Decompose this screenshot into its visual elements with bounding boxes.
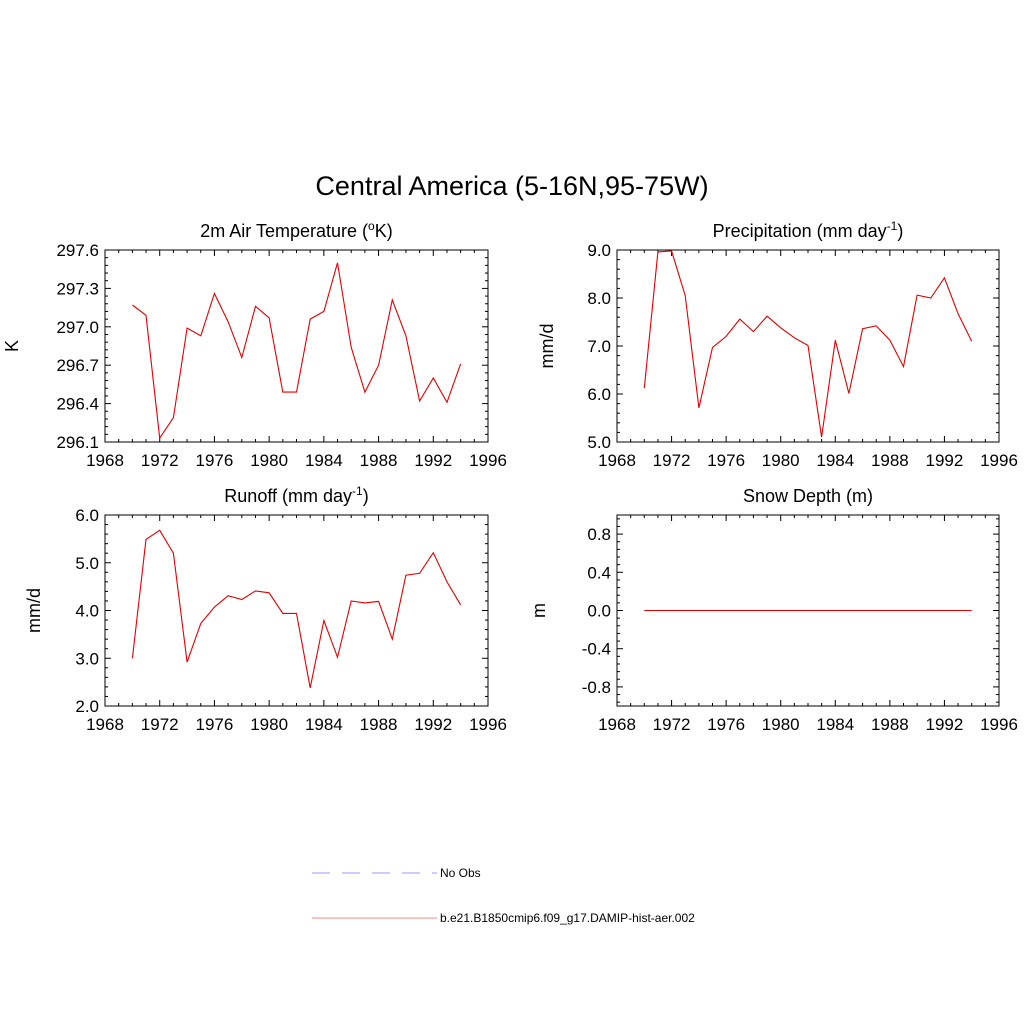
plot-frame: [104, 249, 489, 443]
y-tick-label: 0.4: [587, 563, 611, 582]
series-line: [132, 262, 462, 440]
y-tick-label: 0.8: [587, 525, 611, 544]
panel-title-main: Snow Depth (m): [743, 486, 873, 506]
panels: 2m Air Temperature (oK) K 1968 1972 1976 1980…: [2, 219, 1018, 734]
y-tick-label: -0.4: [582, 640, 611, 659]
legend-label: b.e21.B1850cmip6.f09_g17.DAMIP-hist-aer.…: [440, 911, 695, 925]
x-tick-label: 1972: [141, 715, 179, 734]
panel-title-suffix: K): [375, 221, 393, 241]
x-tick-label: 1988: [871, 715, 909, 734]
panel-title-superscript: -1: [887, 219, 898, 233]
panel-title-suffix: ): [363, 486, 369, 506]
x-tick-label: 1980: [250, 715, 288, 734]
y-tick-label: -0.8: [582, 678, 611, 697]
series-line: [643, 250, 973, 438]
x-tick-label: 1996: [469, 715, 507, 734]
x-tick-label: 1968: [598, 451, 636, 470]
x-tick-label: 1968: [86, 451, 124, 470]
x-tick-label: 1988: [360, 451, 398, 470]
y-axis-label: m: [529, 603, 549, 618]
panel-title-suffix: ): [897, 221, 903, 241]
x-tick-label: 1976: [707, 715, 745, 734]
y-tick-label: 296.7: [56, 356, 99, 375]
y-tick-label: 3.0: [75, 649, 99, 668]
x-tick-label: 1992: [414, 715, 452, 734]
panel-title-main: Precipitation (mm day: [713, 221, 887, 241]
legend-label: No Obs: [440, 866, 481, 880]
panel-title-superscript: -1: [352, 484, 363, 498]
panel-1: 2m Air Temperature (oK) K 1968 1972 1976 1980…: [2, 219, 507, 470]
y-tick-label: 8.0: [587, 289, 611, 308]
x-tick-label: 1972: [141, 451, 179, 470]
x-tick-label: 1968: [86, 715, 124, 734]
x-tick-label: 1984: [816, 715, 854, 734]
panel-title: 2m Air Temperature (oK): [200, 219, 392, 241]
x-tick-label: 1968: [598, 715, 636, 734]
x-tick-label: 1992: [414, 451, 452, 470]
panel-title: Runoff (mm day-1): [224, 484, 368, 506]
y-tick-label: 5.0: [587, 433, 611, 452]
x-tick-label: 1972: [653, 715, 691, 734]
y-tick-label: 4.0: [75, 602, 99, 621]
x-tick-label: 1996: [980, 451, 1018, 470]
panel-title-main: 2m Air Temperature (: [200, 221, 368, 241]
x-tick-label: 1984: [305, 715, 343, 734]
y-axis-label: K: [2, 340, 22, 352]
x-tick-label: 1980: [250, 451, 288, 470]
panel-4: Snow Depth (m) m 1968 1972 1976 1980 1984 1988 1…: [529, 486, 1018, 734]
x-tick-label: 1972: [653, 451, 691, 470]
plot-frame: [104, 514, 489, 707]
x-tick-label: 1992: [926, 451, 964, 470]
x-tick-label: 1976: [196, 451, 234, 470]
x-tick-label: 1988: [360, 715, 398, 734]
y-axis-label: mm/d: [24, 588, 44, 633]
panel-2: Precipitation (mm day-1) mm/d 1968 1972 1976…: [537, 219, 1018, 470]
y-tick-label: 9.0: [587, 241, 611, 260]
panel-title-superscript: o: [368, 219, 375, 233]
y-tick-label: 297.6: [56, 241, 99, 260]
x-tick-label: 1976: [707, 451, 745, 470]
panel-title: Snow Depth (m): [743, 486, 873, 506]
figure-title: Central America (5-16N,95-75W): [315, 171, 708, 201]
x-tick-label: 1980: [762, 451, 800, 470]
y-tick-label: 297.3: [56, 279, 99, 298]
x-tick-label: 1996: [469, 451, 507, 470]
y-tick-label: 296.4: [56, 395, 99, 414]
x-tick-label: 1988: [871, 451, 909, 470]
panel-title: Precipitation (mm day-1): [713, 219, 904, 241]
x-tick-label: 1976: [196, 715, 234, 734]
x-tick-label: 1996: [980, 715, 1018, 734]
y-tick-label: 6.0: [587, 385, 611, 404]
y-tick-label: 0.0: [587, 602, 611, 621]
panel-title-main: Runoff (mm day: [224, 486, 352, 506]
y-tick-label: 297.0: [56, 318, 99, 337]
y-tick-label: 296.1: [56, 433, 99, 452]
y-tick-label: 5.0: [75, 554, 99, 573]
y-tick-label: 2.0: [75, 697, 99, 716]
legend: No Obs b.e21.B1850cmip6.f09_g17.DAMIP-his…: [312, 866, 695, 925]
x-tick-label: 1984: [305, 451, 343, 470]
x-tick-label: 1992: [926, 715, 964, 734]
y-tick-label: 6.0: [75, 506, 99, 525]
x-tick-label: 1980: [762, 715, 800, 734]
y-axis-label: mm/d: [537, 324, 557, 369]
series-line: [131, 529, 462, 689]
x-tick-label: 1984: [816, 451, 854, 470]
panel-3: Runoff (mm day-1) mm/d 1968 1972 1976 1980 198…: [24, 484, 507, 734]
y-tick-label: 7.0: [587, 337, 611, 356]
